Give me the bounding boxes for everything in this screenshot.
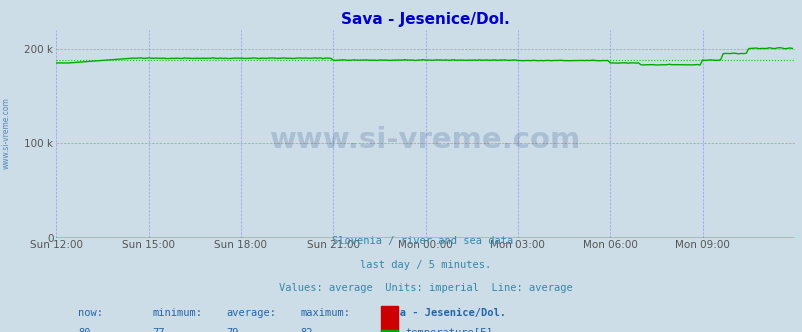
Bar [381, 330, 397, 332]
Text: Values: average  Units: imperial  Line: average: Values: average Units: imperial Line: av… [278, 283, 572, 293]
Bar [381, 305, 397, 332]
Text: Slovenia / river and sea data.: Slovenia / river and sea data. [331, 236, 519, 246]
Text: 80: 80 [79, 328, 91, 332]
Text: 82: 82 [300, 328, 312, 332]
Text: temperature[F]: temperature[F] [404, 328, 492, 332]
Text: www.si-vreme.com: www.si-vreme.com [269, 126, 581, 154]
Text: 79: 79 [226, 328, 238, 332]
Text: 77: 77 [152, 328, 164, 332]
Text: www.si-vreme.com: www.si-vreme.com [2, 97, 11, 169]
Text: now:: now: [79, 308, 103, 318]
Text: Sava - Jesenice/Dol.: Sava - Jesenice/Dol. [381, 308, 505, 318]
Text: average:: average: [226, 308, 276, 318]
Text: maximum:: maximum: [300, 308, 350, 318]
Title: Sava - Jesenice/Dol.: Sava - Jesenice/Dol. [341, 12, 509, 27]
Text: minimum:: minimum: [152, 308, 202, 318]
Text: last day / 5 minutes.: last day / 5 minutes. [359, 260, 491, 270]
